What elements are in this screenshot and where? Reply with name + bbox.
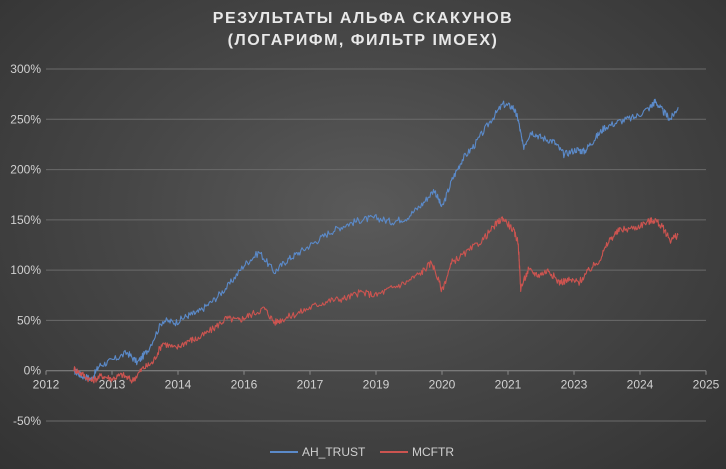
- x-tick-label: 2025: [693, 378, 720, 392]
- series-line-mcftr: [73, 216, 679, 384]
- y-tick-label: 200%: [10, 163, 41, 177]
- legend-label: MCFTR: [412, 445, 454, 459]
- chart-title: РЕЗУЛЬТАТЫ АЛЬФА СКАКУНОВ: [212, 10, 514, 27]
- y-tick-label: 50%: [17, 313, 41, 327]
- y-tick-label: 100%: [10, 263, 41, 277]
- x-tick-label: 2024: [627, 378, 654, 392]
- x-tick-label: 2012: [33, 378, 60, 392]
- chart-title-block: РЕЗУЛЬТАТЫ АЛЬФА СКАКУНОВ (ЛОГАРИФМ, ФИЛ…: [0, 8, 726, 52]
- x-tick-label: 2014: [165, 378, 192, 392]
- y-tick-label: 250%: [10, 112, 41, 126]
- y-tick-label: -50%: [13, 414, 41, 428]
- y-tick-label: 0%: [24, 364, 42, 378]
- y-tick-label: 300%: [10, 62, 41, 76]
- y-tick-label: 150%: [10, 213, 41, 227]
- legend-label: AH_TRUST: [302, 445, 366, 459]
- x-tick-label: 2019: [363, 378, 390, 392]
- x-tick-label: 2016: [231, 378, 258, 392]
- x-tick-label: 2013: [99, 378, 126, 392]
- x-tick-label: 2021: [495, 378, 522, 392]
- x-tick-label: 2023: [561, 378, 588, 392]
- series-line-ah_trust: [73, 98, 679, 381]
- x-tick-label: 2017: [297, 378, 324, 392]
- x-tick-label: 2020: [429, 378, 456, 392]
- chart-subtitle: (ЛОГАРИФМ, ФИЛЬТР IMOEX): [227, 32, 499, 49]
